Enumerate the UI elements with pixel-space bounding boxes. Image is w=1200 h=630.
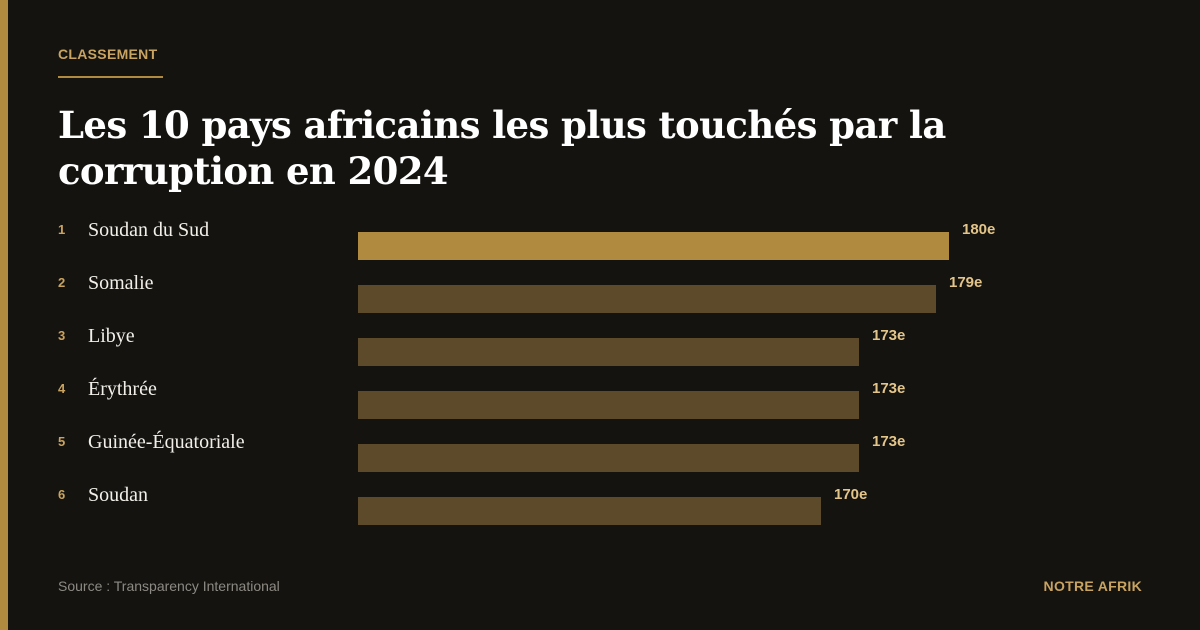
value-label: 173e — [872, 327, 906, 344]
value-label: 179e — [949, 274, 983, 291]
country-label: Libye — [88, 325, 135, 347]
brand-logo-text: NOTRE AFRIK — [1043, 578, 1142, 594]
value-label: 180e — [962, 221, 996, 238]
rank-number: 1 — [58, 222, 66, 237]
country-label: Érythrée — [88, 378, 157, 400]
rank-number: 2 — [58, 275, 66, 290]
country-label: Somalie — [88, 272, 154, 294]
chart-title: Les 10 pays africains les plus touchés p… — [58, 103, 946, 193]
chart-bar — [358, 232, 949, 260]
left-accent-bar — [0, 0, 8, 630]
kicker-underline — [58, 76, 163, 78]
chart-bar — [358, 338, 859, 366]
rank-number: 4 — [58, 381, 66, 396]
country-label: Guinée-Équatoriale — [88, 431, 245, 453]
section-kicker: CLASSEMENT — [58, 46, 158, 62]
country-label: Soudan du Sud — [88, 219, 210, 241]
chart-row: 5 Guinée-Équatoriale 173e — [0, 431, 1200, 472]
chart-row: 1 Soudan du Sud 180e — [0, 219, 1200, 260]
chart-bar — [358, 497, 821, 525]
chart-bar — [358, 391, 859, 419]
country-label: Soudan — [88, 484, 148, 506]
chart-row: 6 Soudan 170e — [0, 484, 1200, 525]
source-note: Source : Transparency International — [58, 578, 280, 594]
rank-number: 5 — [58, 434, 66, 449]
value-label: 170e — [834, 486, 868, 503]
rank-number: 3 — [58, 328, 66, 343]
chart-row: 4 Érythrée 173e — [0, 378, 1200, 419]
rank-number: 6 — [58, 487, 66, 502]
chart-bar — [358, 285, 936, 313]
chart-row: 3 Libye 173e — [0, 325, 1200, 366]
chart-bar — [358, 444, 859, 472]
chart-row: 2 Somalie 179e — [0, 272, 1200, 313]
value-label: 173e — [872, 433, 906, 450]
value-label: 173e — [872, 380, 906, 397]
